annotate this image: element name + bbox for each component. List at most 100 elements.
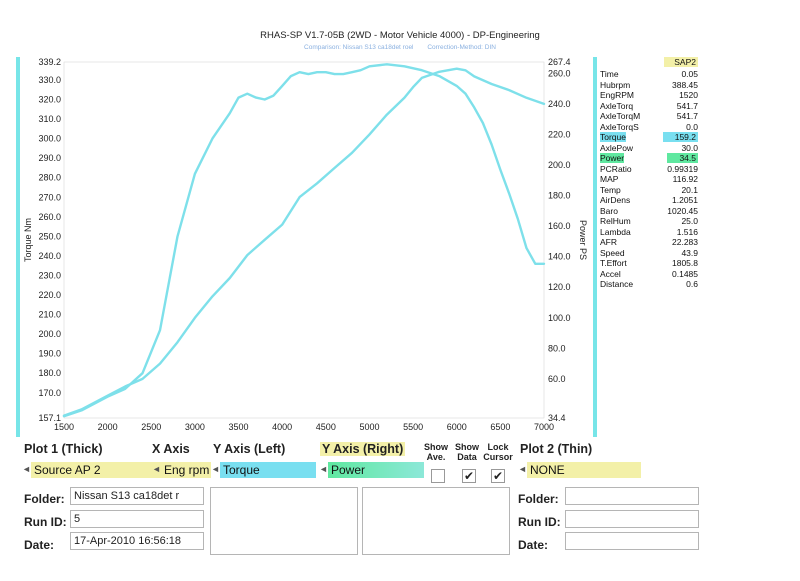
plot1-value[interactable]: Source AP 2 bbox=[31, 462, 171, 478]
show-data-checkbox[interactable]: ✔ bbox=[462, 469, 476, 483]
panel-source-label: SAP2 bbox=[664, 57, 698, 67]
panel-row-value: 0.05 bbox=[681, 69, 698, 79]
panel-row-name: AFR bbox=[600, 237, 617, 247]
show-ave-checkbox[interactable] bbox=[431, 469, 445, 483]
x-tick-label: 4500 bbox=[316, 422, 336, 432]
show-data-label: Show Data bbox=[455, 442, 479, 462]
panel-row-value: 1.516 bbox=[676, 226, 698, 237]
left-tick-label: 230.0 bbox=[38, 270, 61, 280]
right-tick-label: 140.0 bbox=[548, 252, 571, 262]
panel-row-value: 0.0 bbox=[686, 121, 698, 132]
right-tick-label: 220.0 bbox=[548, 129, 571, 139]
right-tick-label: 267.4 bbox=[548, 57, 571, 67]
lock-cursor-checkbox[interactable]: ✔ bbox=[491, 469, 505, 483]
panel-row-value: 1020.45 bbox=[667, 205, 698, 216]
left-tick-label: 250.0 bbox=[38, 231, 61, 241]
left-tick-label: 190.0 bbox=[38, 349, 61, 359]
panel-row-value: 25.0 bbox=[681, 216, 698, 226]
panel-row-value: 159.2 bbox=[662, 132, 698, 142]
panel-row-name: Baro bbox=[600, 205, 618, 216]
folder-field[interactable]: Nissan S13 ca18det r bbox=[70, 487, 204, 505]
panel-row-axletorq: AxleTorq 541.7 bbox=[598, 101, 702, 112]
panel-row-value: 541.7 bbox=[676, 100, 698, 111]
runid2-label: Run ID: bbox=[518, 515, 561, 529]
yaxis-left-value[interactable]: Torque bbox=[220, 462, 316, 478]
panel-row-t-effort: T.Effort 1805.8 bbox=[598, 258, 702, 269]
panel-row-name: AxleTorqM bbox=[600, 111, 641, 121]
panel-row-value: 0.1485 bbox=[672, 268, 698, 279]
panel-row-name: T.Effort bbox=[600, 258, 627, 268]
x-tick-label: 3500 bbox=[229, 422, 249, 432]
left-tick-label: 157.1 bbox=[38, 413, 61, 423]
panel-row-value: 1.2051 bbox=[672, 195, 698, 205]
notes-box-left[interactable] bbox=[210, 487, 358, 555]
xaxis-value[interactable]: Eng rpm bbox=[161, 462, 211, 478]
xaxis-label: X Axis bbox=[152, 442, 190, 456]
right-tick-label: 100.0 bbox=[548, 313, 571, 323]
panel-row-name: Speed bbox=[600, 247, 625, 258]
panel-row-name: Distance bbox=[600, 279, 634, 289]
right-tick-label: 180.0 bbox=[548, 191, 571, 201]
panel-row-value: 0.6 bbox=[686, 279, 698, 289]
runid-label: Run ID: bbox=[24, 515, 67, 529]
left-tick-label: 200.0 bbox=[38, 329, 61, 339]
date2-label: Date: bbox=[518, 538, 549, 552]
series-line-power bbox=[62, 67, 546, 417]
x-tick-label: 2000 bbox=[98, 422, 118, 432]
right-tick-label: 160.0 bbox=[548, 221, 571, 231]
left-tick-label: 290.0 bbox=[38, 153, 61, 163]
panel-row-distance: Distance 0.6 bbox=[598, 279, 702, 290]
notes-box-right[interactable] bbox=[362, 487, 510, 555]
panel-row-axlepow: AxlePow 30.0 bbox=[598, 143, 702, 154]
left-tick-label: 260.0 bbox=[38, 212, 61, 222]
lock-cursor-label: Lock Cursor bbox=[483, 442, 513, 462]
xaxis-arrows-icon[interactable]: ◄► bbox=[152, 464, 170, 474]
panel-row-axletorqs: AxleTorqS 0.0 bbox=[598, 122, 702, 133]
left-tick-label: 270.0 bbox=[38, 192, 61, 202]
data-panel: SAP2 Time 0.05 Hubrpm 388.45 EngRPM 1520 AxleT… bbox=[598, 57, 702, 437]
panel-row-name: AxleTorqS bbox=[600, 121, 639, 132]
yright-arrows-icon[interactable]: ◄► bbox=[319, 464, 337, 474]
runid2-field[interactable] bbox=[565, 510, 699, 528]
left-marker-bar bbox=[16, 57, 20, 437]
panel-row-pcratio: PCRatio 0.99319 bbox=[598, 164, 702, 175]
panel-row-name: Lambda bbox=[600, 226, 631, 237]
comparison-text: Comparison: Nissan S13 ca18det roel bbox=[304, 44, 414, 51]
panel-row-map: MAP 116.92 bbox=[598, 174, 702, 185]
plot1-label: Plot 1 (Thick) bbox=[24, 442, 103, 456]
panel-row-value: 20.1 bbox=[681, 184, 698, 195]
yleft-arrows-icon[interactable]: ◄► bbox=[211, 464, 229, 474]
folder2-field[interactable] bbox=[565, 487, 699, 505]
yaxis-right-value[interactable]: Power bbox=[328, 462, 424, 478]
right-tick-label: 240.0 bbox=[548, 99, 571, 109]
right-marker-bar bbox=[593, 57, 597, 437]
panel-row-axletorqm: AxleTorqM 541.7 bbox=[598, 111, 702, 122]
left-tick-label: 170.0 bbox=[38, 388, 61, 398]
date-field[interactable]: 17-Apr-2010 16:56:18 bbox=[70, 532, 204, 550]
plot2-arrows-icon[interactable]: ◄► bbox=[518, 464, 536, 474]
plot2-value[interactable]: NONE bbox=[527, 462, 641, 478]
right-tick-label: 80.0 bbox=[548, 343, 566, 353]
panel-row-name: Time bbox=[600, 69, 619, 79]
panel-row-name: Power bbox=[600, 153, 625, 163]
panel-row-name: Hubrpm bbox=[600, 79, 631, 90]
folder-label: Folder: bbox=[24, 492, 65, 506]
left-tick-label: 339.2 bbox=[38, 57, 61, 67]
date-label: Date: bbox=[24, 538, 55, 552]
x-tick-label: 3000 bbox=[185, 422, 205, 432]
panel-row-name: PCRatio bbox=[600, 163, 632, 174]
right-tick-label: 34.4 bbox=[548, 413, 566, 423]
yaxis-left-label: Y Axis (Left) bbox=[213, 442, 286, 456]
right-tick-label: 120.0 bbox=[548, 282, 571, 292]
series-line-torque bbox=[62, 63, 546, 418]
panel-row-name: EngRPM bbox=[600, 90, 635, 100]
panel-row-value: 43.9 bbox=[681, 247, 698, 258]
correction-method-text: Correction-Method: DIN bbox=[427, 44, 496, 51]
left-tick-label: 280.0 bbox=[38, 173, 61, 183]
panel-row-value: 1805.8 bbox=[672, 258, 698, 268]
date2-field[interactable] bbox=[565, 532, 699, 550]
panel-row-name: Torque bbox=[600, 132, 626, 142]
runid-field[interactable]: 5 bbox=[70, 510, 204, 528]
right-tick-label: 260.0 bbox=[548, 68, 571, 78]
plot1-arrows-icon[interactable]: ◄► bbox=[22, 464, 40, 474]
